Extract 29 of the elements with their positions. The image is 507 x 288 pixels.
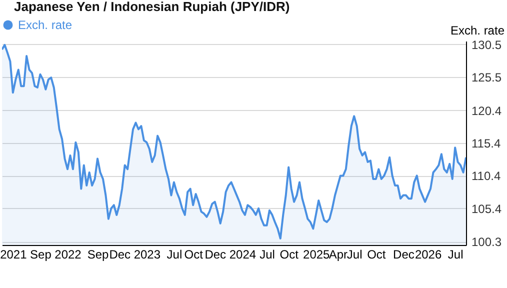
y-tick-label: 125.5 (472, 70, 502, 84)
x-tick-label: 2025 (303, 248, 330, 262)
x-tick-label: 2021 (0, 248, 28, 262)
x-tick-label: Jul (346, 248, 362, 262)
y-tick-label: 130.5 (472, 38, 502, 52)
legend-label: Exch. rate (18, 18, 72, 32)
x-tick-label: Sep (87, 248, 110, 262)
y-axis-title: Exch. rate (450, 24, 505, 38)
y-tick-label: 120.4 (472, 104, 502, 118)
chart-title: Japanese Yen / Indonesian Rupiah (JPY/IDR) (14, 0, 290, 14)
x-tick-label: Oct (184, 248, 204, 262)
y-tick-label: 115.4 (472, 136, 501, 150)
x-tick-label: Dec (393, 248, 414, 262)
x-tick-label: Jul (166, 248, 182, 262)
x-tick-label: Oct (280, 248, 300, 262)
x-tick-label: Dec (109, 248, 131, 262)
x-tick-label: 2022 (54, 248, 82, 262)
x-tick-label: Jul (260, 248, 275, 262)
x-tick-label: Jul (448, 248, 464, 262)
x-tick-label: Apr (328, 248, 348, 262)
x-tick-label: Oct (367, 248, 386, 262)
x-tick-label: Dec (204, 248, 226, 262)
y-tick-label: 105.4 (472, 202, 502, 216)
x-tick-label: 2026 (414, 248, 442, 262)
y-tick-label: 100.3 (472, 235, 502, 250)
y-tick-label: 110.4 (472, 169, 501, 184)
x-tick-label: 2024 (229, 248, 256, 262)
x-tick-label: Sep (30, 248, 52, 262)
x-tick-label: 2023 (134, 248, 161, 262)
